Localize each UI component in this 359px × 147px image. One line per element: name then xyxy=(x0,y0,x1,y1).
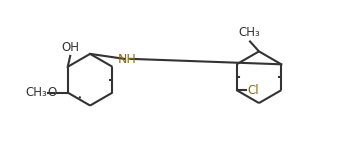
Text: Cl: Cl xyxy=(247,84,259,97)
Text: NH: NH xyxy=(118,53,137,66)
Text: OH: OH xyxy=(61,41,79,54)
Text: CH₃: CH₃ xyxy=(238,26,260,40)
Text: O: O xyxy=(47,86,56,99)
Text: CH₃: CH₃ xyxy=(25,86,47,99)
